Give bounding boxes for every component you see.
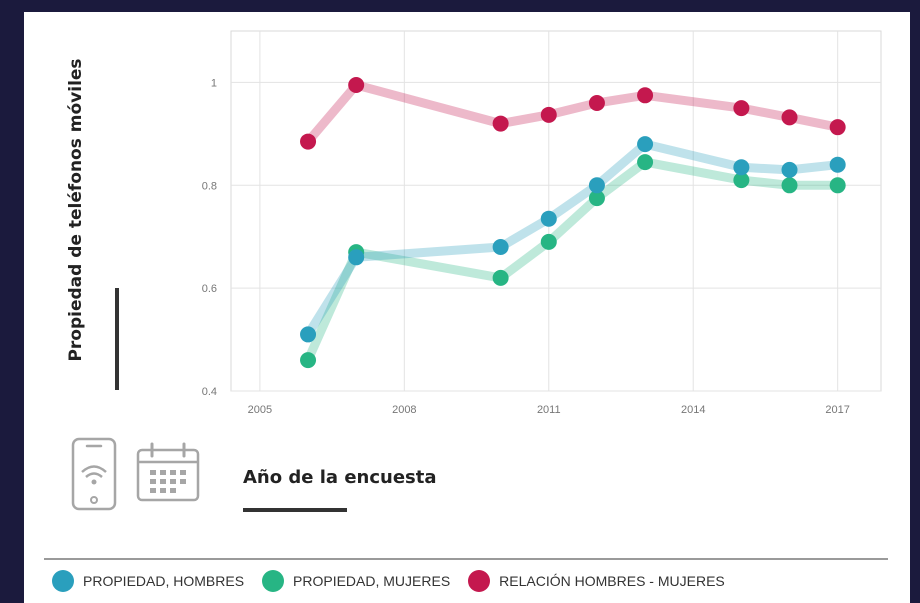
data-point-series-1 bbox=[637, 154, 654, 171]
legend-swatch-relacion bbox=[468, 570, 491, 592]
x-axis-label: Año de la encuesta bbox=[243, 467, 437, 488]
y-tick-label: 0.8 bbox=[202, 180, 217, 192]
data-point-series-0 bbox=[781, 161, 798, 178]
data-point-series-0 bbox=[540, 210, 557, 227]
legend-label-mujeres: PROPIEDAD, MUJERES bbox=[293, 573, 451, 589]
y-tick-label: 1 bbox=[211, 77, 217, 89]
data-point-series-2 bbox=[637, 87, 654, 104]
data-point-series-2 bbox=[492, 115, 509, 132]
data-point-series-1 bbox=[492, 269, 509, 286]
x-tick-label: 2008 bbox=[392, 404, 416, 416]
legend: PROPIEDAD, HOMBRES PROPIEDAD, MUJERES RE… bbox=[52, 566, 892, 596]
smartphone-wifi-icon bbox=[71, 437, 117, 511]
legend-label-relacion: RELACIÓN HOMBRES - MUJERES bbox=[499, 573, 725, 589]
legend-swatch-hombres bbox=[52, 570, 74, 592]
legend-item-mujeres: PROPIEDAD, MUJERES bbox=[262, 570, 450, 592]
x-tick-label: 2014 bbox=[681, 404, 705, 416]
legend-divider bbox=[44, 558, 888, 560]
data-point-series-1 bbox=[733, 172, 750, 189]
data-point-series-2 bbox=[300, 133, 317, 150]
data-point-series-2 bbox=[829, 119, 846, 136]
data-point-series-2 bbox=[733, 100, 750, 117]
legend-swatch-mujeres bbox=[262, 570, 285, 592]
data-point-series-2 bbox=[781, 109, 798, 126]
data-point-series-2 bbox=[540, 106, 557, 123]
x-tick-label: 2017 bbox=[825, 404, 849, 416]
data-point-series-0 bbox=[733, 159, 750, 176]
x-axis-label-underline bbox=[243, 508, 347, 512]
y-axis-label: Propiedad de teléfonos móviles bbox=[66, 58, 86, 362]
x-tick-label: 2011 bbox=[537, 404, 561, 416]
y-tick-label: 0.6 bbox=[202, 283, 217, 295]
data-point-series-0 bbox=[637, 136, 654, 153]
data-point-series-2 bbox=[588, 95, 605, 111]
legend-label-hombres: PROPIEDAD, HOMBRES bbox=[83, 573, 245, 589]
data-point-series-1 bbox=[829, 177, 846, 194]
data-point-series-2 bbox=[348, 77, 365, 93]
data-point-series-0 bbox=[300, 326, 317, 343]
data-point-series-1 bbox=[781, 177, 798, 194]
plot-panel bbox=[230, 30, 882, 392]
data-point-series-0 bbox=[492, 239, 509, 255]
data-point-series-0 bbox=[348, 249, 365, 266]
x-tick-label: 2005 bbox=[248, 404, 272, 416]
data-point-series-1 bbox=[540, 233, 557, 250]
y-tick-label: 0.4 bbox=[202, 386, 217, 398]
legend-item-relacion: RELACIÓN HOMBRES - MUJERES bbox=[468, 570, 725, 592]
y-axis-label-underline bbox=[115, 288, 119, 390]
data-point-series-1 bbox=[588, 190, 605, 207]
data-point-series-0 bbox=[588, 177, 605, 194]
legend-item-hombres: PROPIEDAD, HOMBRES bbox=[52, 570, 244, 592]
data-point-series-0 bbox=[829, 156, 846, 173]
calendar-icon bbox=[136, 442, 200, 502]
data-point-series-1 bbox=[300, 352, 317, 369]
